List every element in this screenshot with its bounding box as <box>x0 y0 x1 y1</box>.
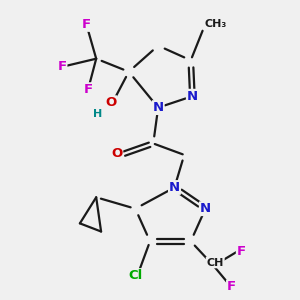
Text: F: F <box>83 83 93 96</box>
Text: H: H <box>93 109 103 119</box>
Text: O: O <box>111 147 122 160</box>
Text: F: F <box>57 60 67 73</box>
Text: F: F <box>227 280 236 293</box>
Text: N: N <box>187 90 198 103</box>
Text: N: N <box>169 181 180 194</box>
Text: N: N <box>200 202 211 215</box>
Text: F: F <box>82 18 91 31</box>
Text: CH₃: CH₃ <box>204 20 226 29</box>
Text: Cl: Cl <box>128 269 142 282</box>
Text: O: O <box>105 96 116 109</box>
Text: N: N <box>153 101 164 114</box>
Text: CH: CH <box>206 257 224 268</box>
Text: F: F <box>237 244 246 258</box>
